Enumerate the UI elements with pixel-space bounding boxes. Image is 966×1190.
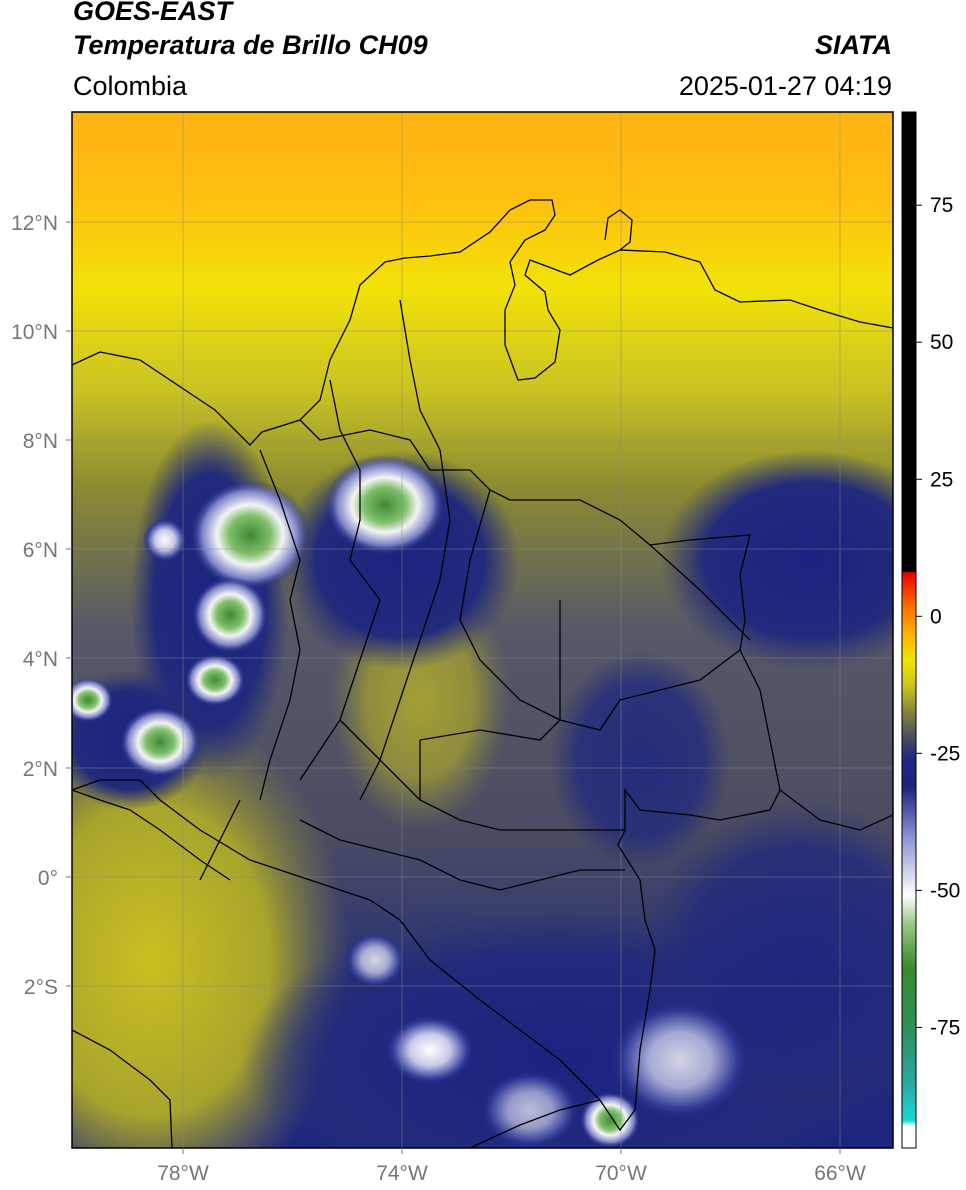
storm-cell <box>190 480 310 590</box>
lon-axis: 78°W 74°W 70°W 66°W <box>157 1148 866 1185</box>
lat-tick-label: 2°N <box>23 758 58 781</box>
colorbar-tick-label: 50 <box>930 331 953 354</box>
colorbar-scale <box>901 111 917 1149</box>
map-frame <box>71 111 894 1149</box>
colorbar-tick-label: 0 <box>930 605 942 628</box>
colorbar-tick-label: 25 <box>930 468 953 491</box>
satellite-title: GOES-EAST <box>73 0 233 26</box>
graticule <box>72 112 893 1148</box>
storm-cell <box>120 707 200 777</box>
storm-cell <box>192 577 268 653</box>
region-label: Colombia <box>73 71 188 101</box>
lat-tick-label: 4°N <box>23 648 58 671</box>
colorbar: 75 50 25 0 -25 -50 -75 <box>901 111 960 1149</box>
storm-cell <box>185 654 245 706</box>
colorbar-tick-label: -75 <box>930 1016 960 1039</box>
colorbar-tick-label: 75 <box>930 194 953 217</box>
boundaries <box>72 199 893 1148</box>
timestamp-label: 2025-01-27 04:19 <box>678 71 892 101</box>
map-field <box>72 112 893 1148</box>
lat-axis: 12°N 10°N 8°N 6°N 4°N 2°N 0° 2°S <box>11 212 72 999</box>
lon-tick-label: 70°W <box>595 1162 647 1185</box>
lat-tick-label: 8°N <box>23 430 58 453</box>
lat-tick-label: 10°N <box>11 321 58 344</box>
lon-tick-label: 74°W <box>376 1162 428 1185</box>
lat-tick-label: 0° <box>38 867 58 890</box>
brand-label: SIATA <box>815 30 892 60</box>
storm-cell <box>72 678 113 722</box>
lat-tick-label: 2°S <box>24 976 58 999</box>
lon-tick-label: 78°W <box>157 1162 209 1185</box>
lon-tick-label: 66°W <box>814 1162 866 1185</box>
storm-cell <box>580 1092 640 1148</box>
colorbar-tick-label: -50 <box>930 879 960 902</box>
storm-cell <box>325 455 445 555</box>
product-title: Temperatura de Brillo CH09 <box>73 30 428 60</box>
lat-tick-label: 6°N <box>23 539 58 562</box>
lat-tick-label: 12°N <box>11 212 58 235</box>
colorbar-tick-label: -25 <box>930 742 960 765</box>
